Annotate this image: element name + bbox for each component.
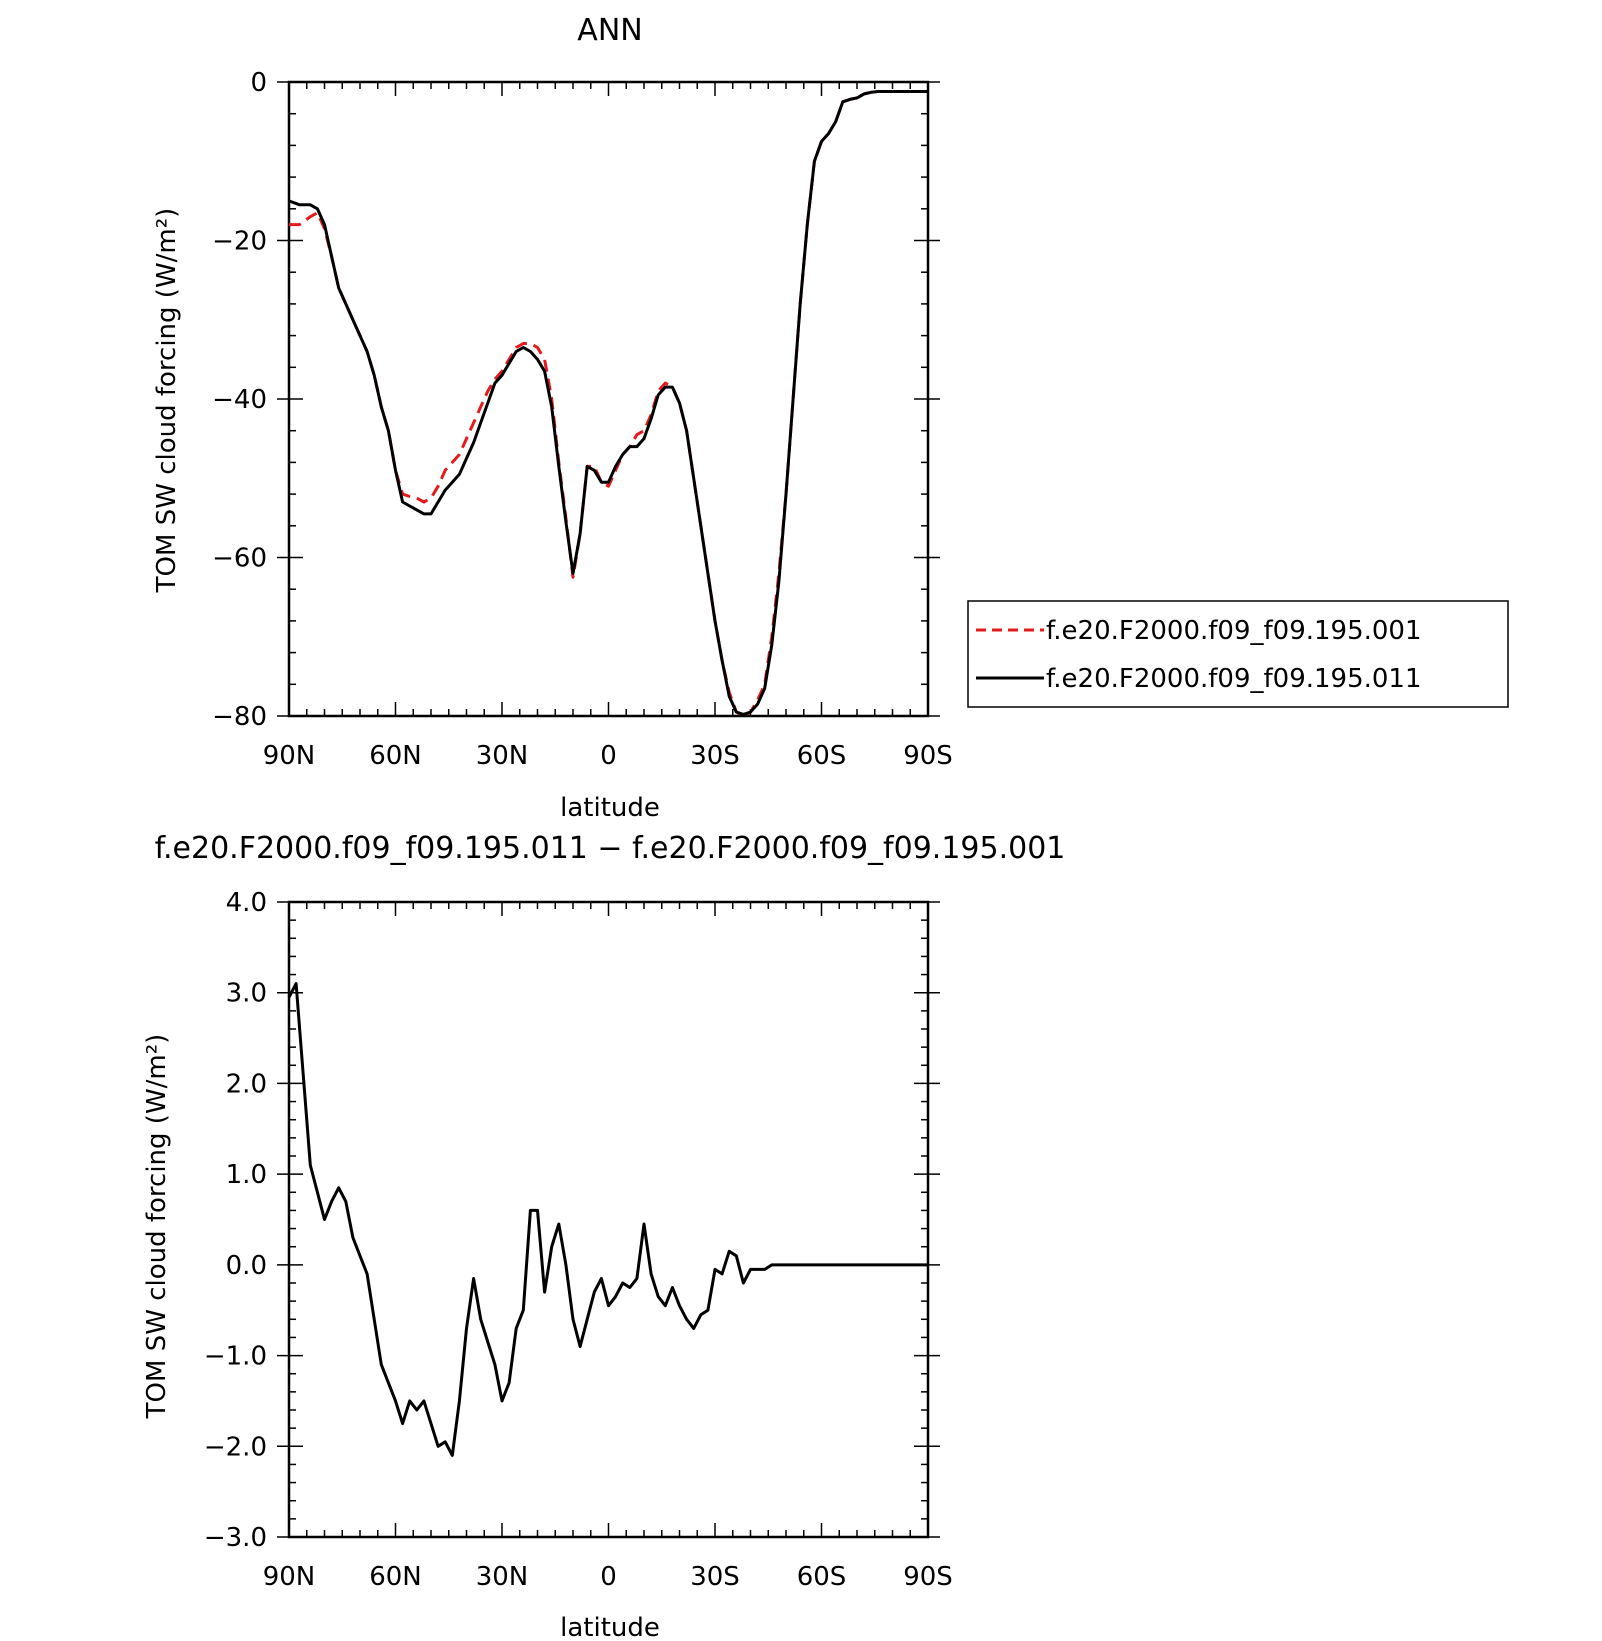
p1-x-tick-label: 90S [903, 741, 953, 771]
bottom-x-axis-label: latitude [560, 1613, 660, 1641]
legend-box [967, 600, 1509, 708]
p2-x-tick-label: 30N [476, 1562, 529, 1592]
p2-y-tick-label: 0.0 [226, 1251, 267, 1281]
p1-x-tick-label: 60N [369, 741, 422, 771]
p1-x-tick-label: 0 [600, 741, 617, 771]
p1-series-line-1 [289, 90, 928, 718]
p2-x-tick-label: 90S [903, 1562, 953, 1592]
p2-series-line-1 [287, 982, 928, 1457]
p2-y-tick-label: 4.0 [226, 888, 267, 918]
p2-x-tick-label: 60N [369, 1562, 422, 1592]
p2-y-tick-label: 2.0 [226, 1069, 267, 1099]
top-panel-title: ANN [577, 13, 642, 48]
p1-series-line-2 [288, 90, 928, 716]
bottom-y-axis-label: TOM SW cloud forcing (W/m²) [142, 1034, 172, 1420]
p1-y-tick-label: −60 [212, 544, 267, 574]
p1-x-tick-label: 60S [797, 741, 847, 771]
p1-y-tick-label: 0 [250, 68, 267, 98]
legend: f.e20.F2000.f09_f09.195.001 f.e20.F2000.… [967, 600, 1509, 708]
p2-x-tick-label: 0 [600, 1562, 617, 1592]
p2-x-tick-label: 60S [797, 1562, 847, 1592]
bottom-panel-title: f.e20.F2000.f09_f09.195.011 − f.e20.F200… [155, 831, 1066, 866]
top-panel: ANN 90N 60N 30N 0 30S 60S 90S 0 −20 −40 −60 −80 lat… [152, 13, 953, 823]
p2-plot-frame [287, 900, 930, 1539]
p2-y-tick-label: 3.0 [226, 979, 267, 1009]
p2-y-tick-label: −3.0 [204, 1523, 267, 1553]
p2-y-tick-label: −1.0 [204, 1342, 267, 1372]
p1-plot-frame [287, 80, 930, 718]
p1-y-tick-label: −20 [212, 227, 267, 257]
p1-x-tick-label: 30N [476, 741, 529, 771]
p1-x-tick-label: 90N [263, 741, 316, 771]
top-y-axis-label: TOM SW cloud forcing (W/m²) [152, 208, 182, 594]
p1-x-tick-label: 30S [690, 741, 740, 771]
p2-y-tick-label: 1.0 [226, 1160, 267, 1190]
p2-x-tick-label: 30S [690, 1562, 740, 1592]
bottom-panel: f.e20.F2000.f09_f09.195.011 − f.e20.F200… [142, 831, 1065, 1641]
legend-label-series-2: f.e20.F2000.f09_f09.195.011 [1046, 664, 1422, 694]
bottom-plot-area: 90N 60N 30N 0 30S 60S 90S 4.0 3.0 2.0 1.0 0.0 −1.0 −2… [204, 888, 953, 1592]
p2-x-tick-label: 90N [263, 1562, 316, 1592]
top-x-axis-label: latitude [560, 793, 660, 823]
legend-label-series-1: f.e20.F2000.f09_f09.195.001 [1046, 616, 1422, 646]
p1-y-tick-label: −80 [212, 702, 267, 732]
p2-y-tick-label: −2.0 [204, 1432, 267, 1462]
top-plot-area: 90N 60N 30N 0 30S 60S 90S 0 −20 −40 −60 −80 [212, 68, 953, 771]
p1-y-tick-label: −40 [212, 385, 267, 415]
